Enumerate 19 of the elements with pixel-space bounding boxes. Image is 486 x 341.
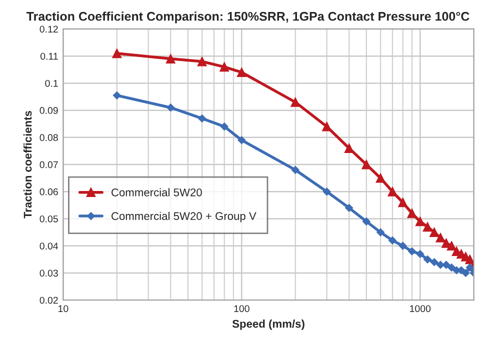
y-tick-label: 0.09 xyxy=(40,107,58,114)
y-tick-label: 0.06 xyxy=(40,188,58,196)
y-axis-title: Traction coefficients xyxy=(23,110,32,218)
y-tick-label: 0.07 xyxy=(40,161,58,168)
y-tick-label: 0.03 xyxy=(40,270,58,277)
x-axis-title: Speed (mm/s) xyxy=(232,320,304,330)
legend-label: Commercial 5W20 xyxy=(112,188,202,196)
y-tick-label: 0.08 xyxy=(40,134,58,142)
x-tick-label: 100 xyxy=(234,305,250,312)
y-tick-label: 0.1 xyxy=(45,80,58,87)
x-tick-label: 10 xyxy=(58,305,68,312)
y-tick-label: 0.12 xyxy=(40,26,58,33)
legend-label: Commercial 5W20 + Group V xyxy=(112,212,256,222)
y-tick-label: 0.05 xyxy=(40,215,58,222)
y-tick-label: 0.11 xyxy=(40,52,58,60)
chart-title: Traction Coefficient Comparison: 150%SRR, 1GPa Contact Pressure 100°C xyxy=(26,12,470,24)
x-tick-label: 1000 xyxy=(410,305,431,312)
y-tick-label: 0.02 xyxy=(40,296,58,304)
y-tick-label: 0.04 xyxy=(40,242,58,250)
